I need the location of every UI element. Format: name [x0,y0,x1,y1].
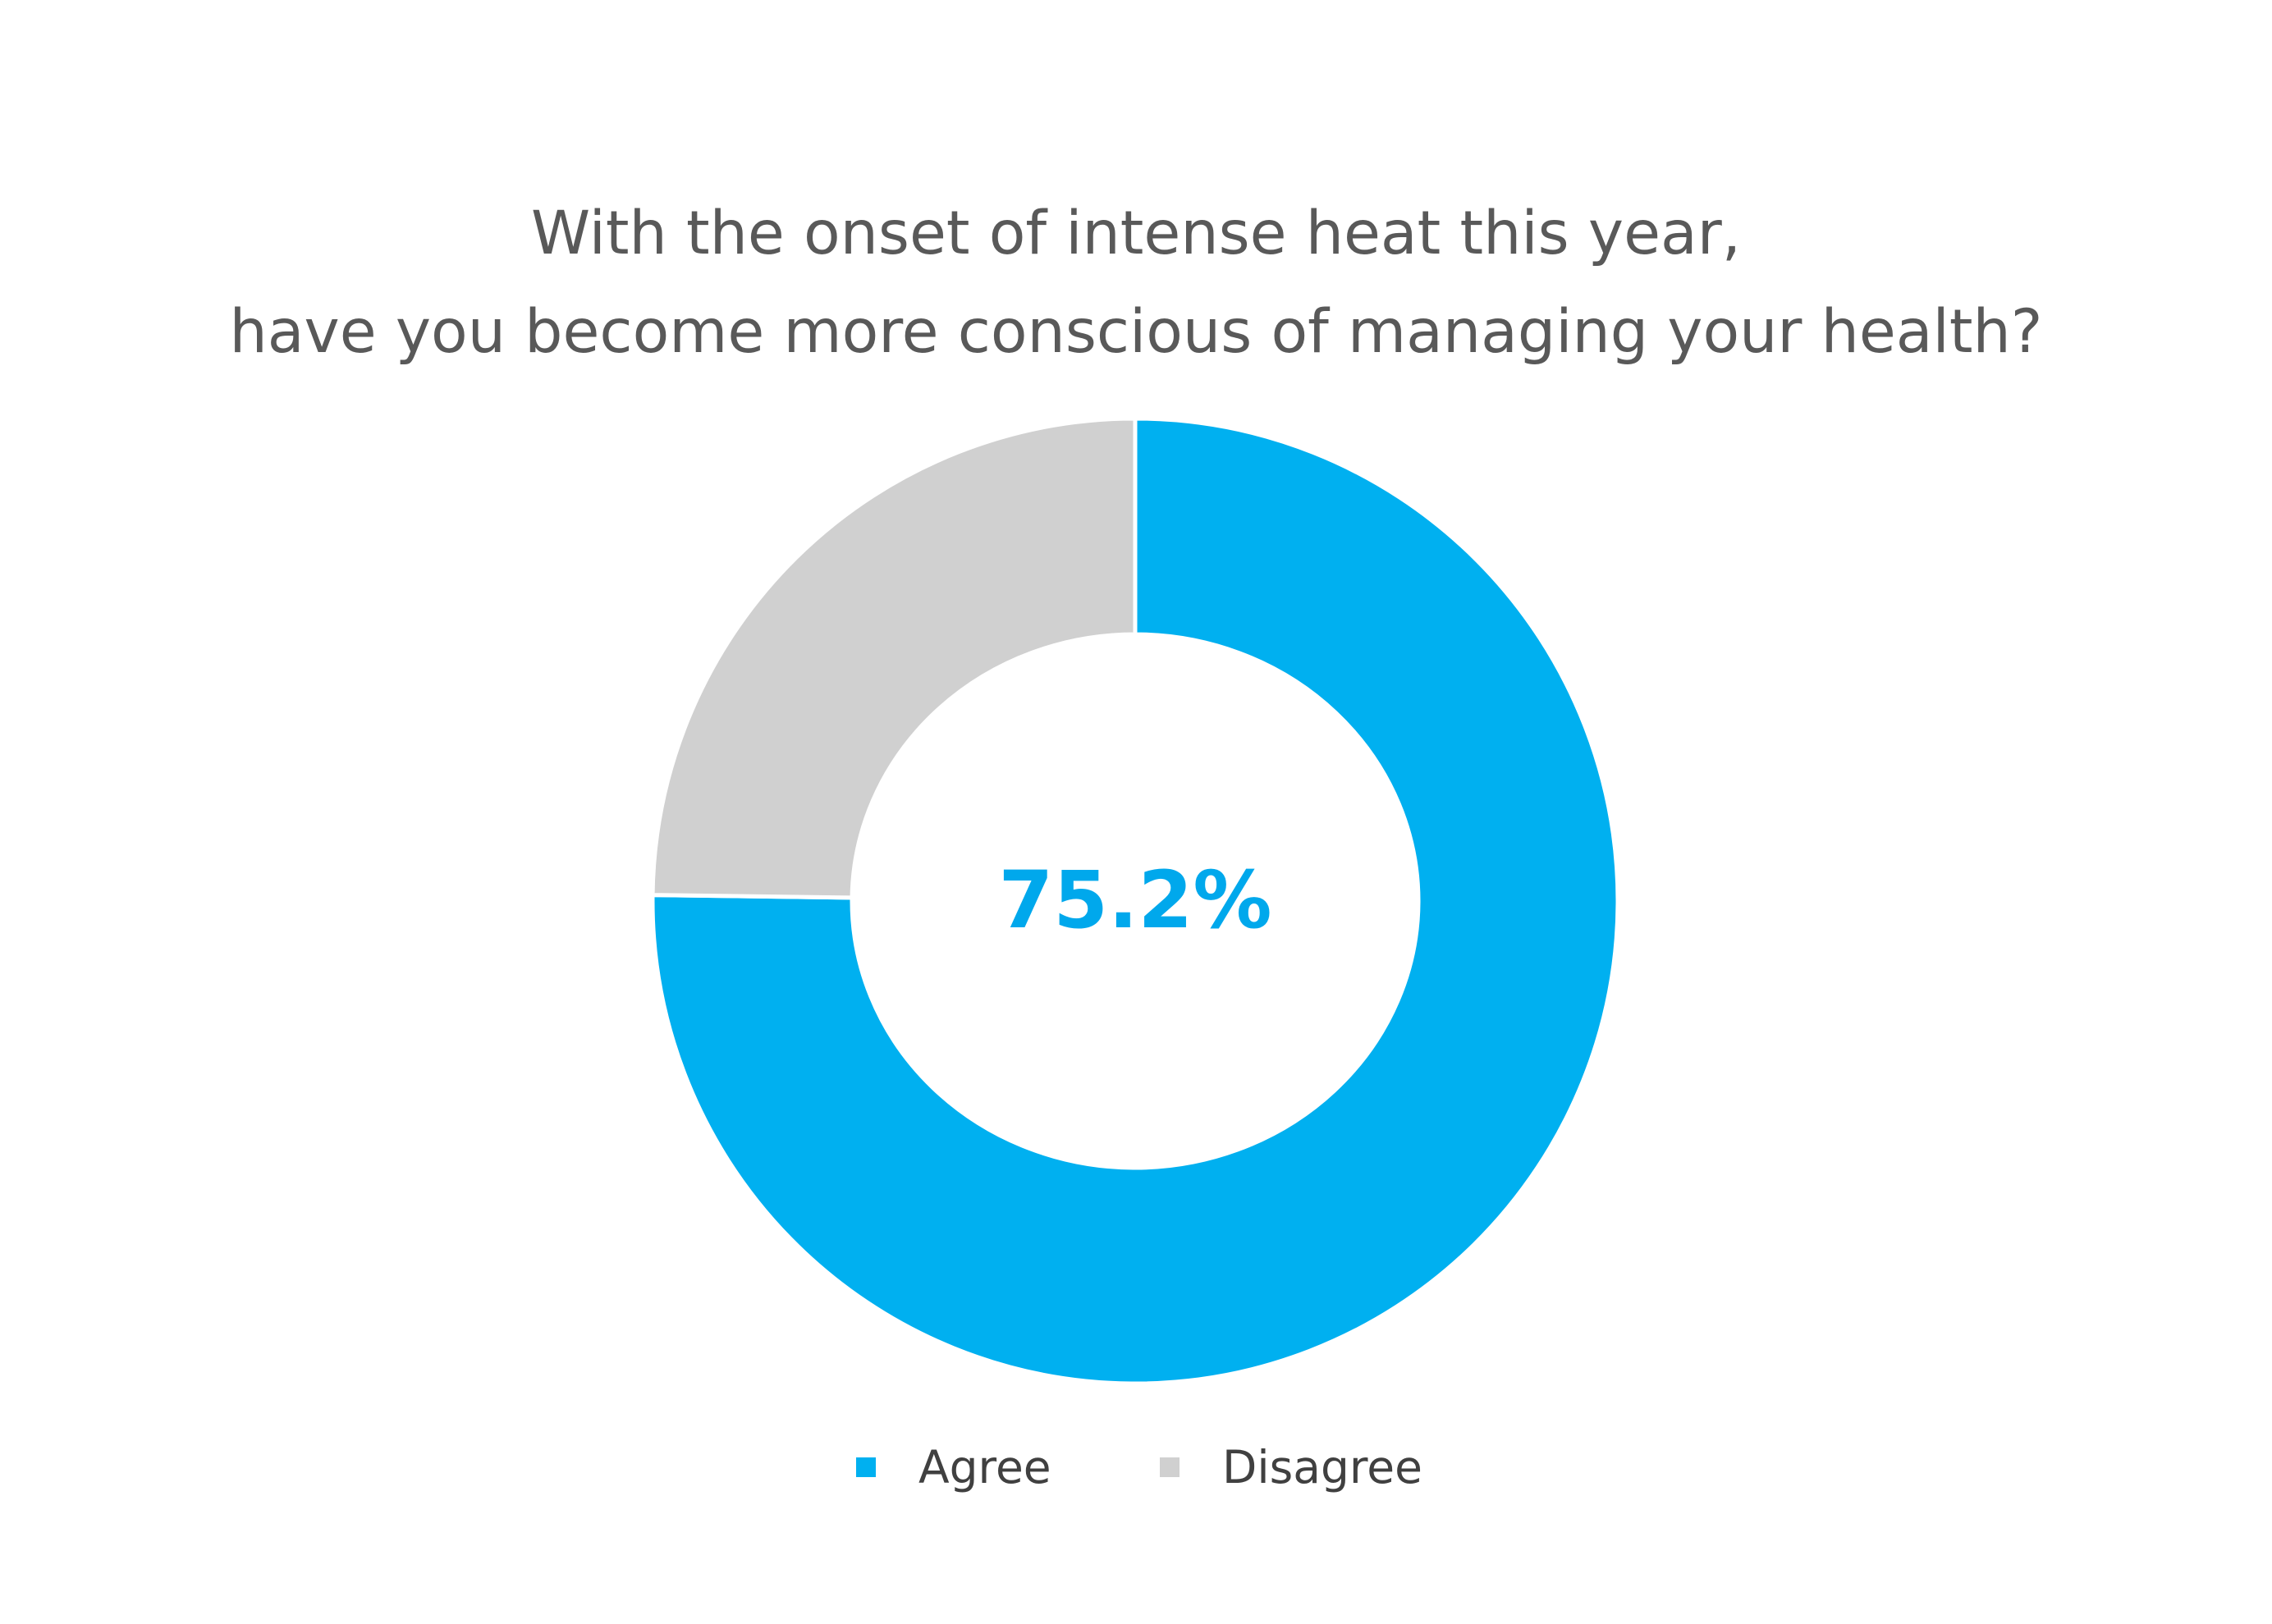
donut-slice-agree [650,416,1620,1386]
chart-title-line-2: have you become more conscious of managi… [229,297,2043,367]
legend-swatch-agree [856,1457,876,1477]
center-percentage-label: 75.2% [998,854,1271,946]
chart-legend: Agree Disagree [0,1434,2272,1500]
legend-item-agree: Agree [856,1434,1051,1500]
donut-slice-disagree [650,416,1138,900]
legend-label-disagree: Disagree [1222,1441,1422,1494]
legend-swatch-disagree [1160,1457,1180,1477]
chart-title-line-1: With the onset of intense heat this year… [531,199,1741,268]
legend-label-agree: Agree [918,1441,1051,1494]
legend-item-disagree: Disagree [1160,1434,1422,1500]
donut-slices [650,416,1620,1386]
